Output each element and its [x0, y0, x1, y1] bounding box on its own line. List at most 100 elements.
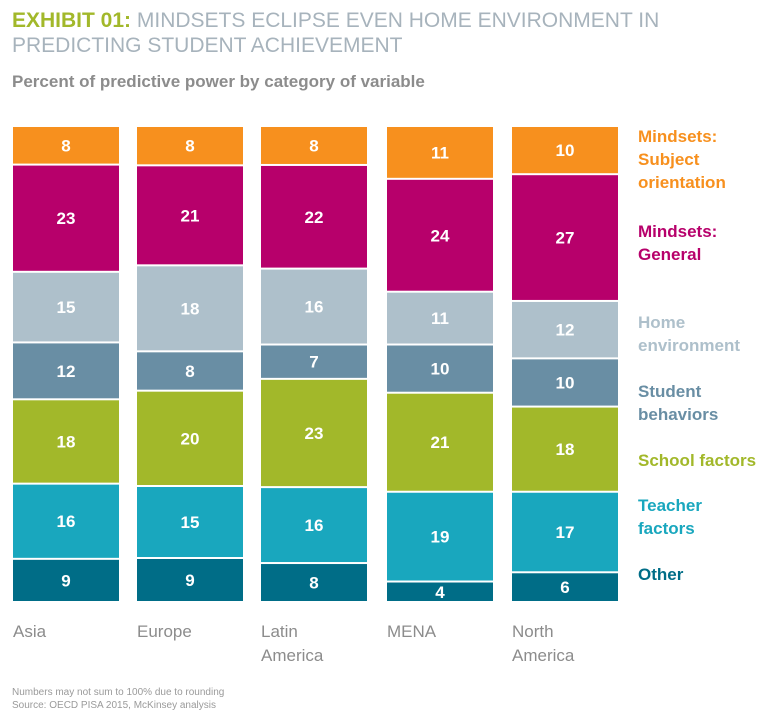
legend-label-line: orientation: [638, 173, 726, 192]
legend-label-line: Other: [638, 565, 684, 584]
data-label-latin-america-mindsets-general: 22: [305, 208, 324, 227]
category-label-europe: Europe: [137, 622, 192, 641]
data-label-europe-mindsets-general: 21: [181, 206, 200, 225]
bar-segment-europe-other: [137, 559, 243, 601]
data-label-asia-teacher-factors: 16: [57, 512, 76, 531]
bar-segment-europe-teacher-factors: [137, 487, 243, 557]
legend-label-line: Student: [638, 382, 702, 401]
bar-segment-north-america-home-environment: [512, 301, 618, 358]
legend-label-line: School factors: [638, 451, 757, 470]
legend-item-other: Other: [638, 563, 768, 586]
bar-segment-asia-school-factors: [13, 400, 119, 483]
legend-label-line: Mindsets:: [638, 127, 718, 146]
category-label-north-america-line-1: North: [512, 622, 554, 641]
bar-segment-mena-teacher-factors: [387, 492, 493, 581]
data-label-north-america-school-factors: 18: [556, 440, 575, 459]
legend-label-line: factors: [638, 519, 695, 538]
bar-segment-mena-mindsets-general: [387, 179, 493, 291]
chart-subtitle: Percent of predictive power by category …: [12, 72, 425, 91]
data-label-mena-school-factors: 21: [431, 433, 450, 452]
data-label-north-america-teacher-factors: 17: [556, 523, 575, 542]
legend-item-school-factors: School factors: [638, 449, 768, 472]
legend-label-line: Subject: [638, 150, 700, 169]
data-label-latin-america-school-factors: 23: [305, 424, 324, 443]
data-label-asia-student-behaviors: 12: [57, 362, 76, 381]
data-label-asia-mindsets-general: 23: [57, 209, 76, 228]
bar-segment-north-america-school-factors: [512, 407, 618, 491]
source-note: Source: OECD PISA 2015, McKinsey analysi…: [12, 700, 216, 711]
data-label-latin-america-other: 8: [309, 574, 318, 593]
data-label-europe-student-behaviors: 8: [185, 362, 194, 381]
bar-segment-asia-student-behaviors: [13, 343, 119, 399]
legend-label-line: Teacher: [638, 496, 702, 515]
data-label-mena-mindsets-subject-orientation: 11: [431, 143, 449, 162]
data-label-europe-home-environment: 18: [181, 299, 200, 318]
data-label-north-america-mindsets-subject-orientation: 10: [556, 141, 575, 160]
data-label-north-america-student-behaviors: 10: [556, 373, 575, 392]
category-label-latin-america-line-2: America: [261, 646, 324, 665]
data-label-asia-other: 9: [61, 571, 70, 590]
bar-segment-north-america-mindsets-general: [512, 175, 618, 300]
data-label-asia-mindsets-subject-orientation: 8: [61, 136, 70, 155]
bar-segment-europe-mindsets-general: [137, 166, 243, 265]
bar-segment-asia-mindsets-general: [13, 165, 119, 271]
exhibit-number: EXHIBIT 01:: [12, 9, 132, 32]
bar-segment-europe-student-behaviors: [137, 352, 243, 390]
legend-label-line: environment: [638, 336, 741, 355]
legend-item-home-environment: Home environment: [638, 311, 768, 357]
bar-segment-mena-student-behaviors: [387, 345, 493, 392]
data-label-latin-america-home-environment: 16: [305, 298, 324, 317]
bar-segment-europe-mindsets-subject-orientation: [137, 127, 243, 165]
data-label-europe-school-factors: 20: [181, 429, 200, 448]
data-label-latin-america-mindsets-subject-orientation: 8: [309, 136, 318, 155]
data-label-mena-other: 4: [435, 583, 445, 602]
bar-segment-latin-america-student-behaviors: [261, 345, 367, 378]
legend-item-mindsets-general: Mindsets: General: [638, 220, 768, 266]
legend-item-teacher-factors: Teacher factors: [638, 494, 768, 540]
bar-segment-mena-school-factors: [387, 393, 493, 491]
bar-segment-latin-america-mindsets-subject-orientation: [261, 127, 367, 164]
legend-label-line: behaviors: [638, 405, 719, 424]
bar-segment-latin-america-home-environment: [261, 269, 367, 344]
bar-segment-asia-mindsets-subject-orientation: [13, 127, 119, 164]
data-label-mena-student-behaviors: 10: [431, 360, 450, 379]
data-label-north-america-mindsets-general: 27: [556, 229, 575, 248]
bar-segment-latin-america-school-factors: [261, 379, 367, 487]
exhibit-headline: MINDSETS ECLIPSE EVEN HOME ENVIRONMENT I…: [12, 9, 660, 57]
legend-label-line: General: [638, 245, 702, 264]
data-label-asia-home-environment: 15: [57, 298, 76, 317]
data-label-mena-teacher-factors: 19: [431, 528, 450, 547]
bar-segment-mena-other: [387, 582, 493, 601]
legend-label-line: Home: [638, 313, 686, 332]
data-label-latin-america-teacher-factors: 16: [305, 516, 324, 535]
bar-segment-mena-home-environment: [387, 292, 493, 344]
data-label-mena-home-environment: 11: [431, 309, 449, 328]
category-label-latin-america-line-1: Latin: [261, 622, 298, 641]
bar-segment-north-america-student-behaviors: [512, 359, 618, 406]
data-label-latin-america-student-behaviors: 7: [309, 353, 318, 372]
data-label-north-america-home-environment: 12: [556, 321, 575, 340]
chart-title: EXHIBIT 01: MINDSETS ECLIPSE EVEN HOME E…: [12, 8, 762, 58]
bar-segment-latin-america-mindsets-general: [261, 165, 367, 268]
legend-label-line: Mindsets:: [638, 222, 718, 241]
legend-item-mindsets-subject-orientation: Mindsets: Subject orientation: [638, 125, 768, 194]
bar-segment-latin-america-other: [261, 564, 367, 601]
bar-segment-north-america-mindsets-subject-orientation: [512, 127, 618, 174]
rounding-note: Numbers may not sum to 100% due to round…: [12, 687, 225, 698]
category-label-mena: MENA: [387, 622, 437, 641]
data-label-europe-mindsets-subject-orientation: 8: [185, 137, 194, 156]
bar-segment-latin-america-teacher-factors: [261, 488, 367, 563]
data-label-europe-other: 9: [185, 571, 194, 590]
bar-segment-north-america-teacher-factors: [512, 492, 618, 572]
bar-segment-mena-mindsets-subject-orientation: [387, 127, 493, 178]
bar-segment-europe-home-environment: [137, 266, 243, 351]
category-label-asia: Asia: [13, 622, 47, 641]
legend-item-student-behaviors: Student behaviors: [638, 380, 768, 426]
bar-segment-north-america-other: [512, 573, 618, 601]
data-label-mena-mindsets-general: 24: [431, 226, 450, 245]
data-label-europe-teacher-factors: 15: [181, 513, 200, 532]
data-label-asia-school-factors: 18: [57, 432, 76, 451]
bar-segment-europe-school-factors: [137, 391, 243, 485]
category-label-north-america-line-2: America: [512, 646, 575, 665]
